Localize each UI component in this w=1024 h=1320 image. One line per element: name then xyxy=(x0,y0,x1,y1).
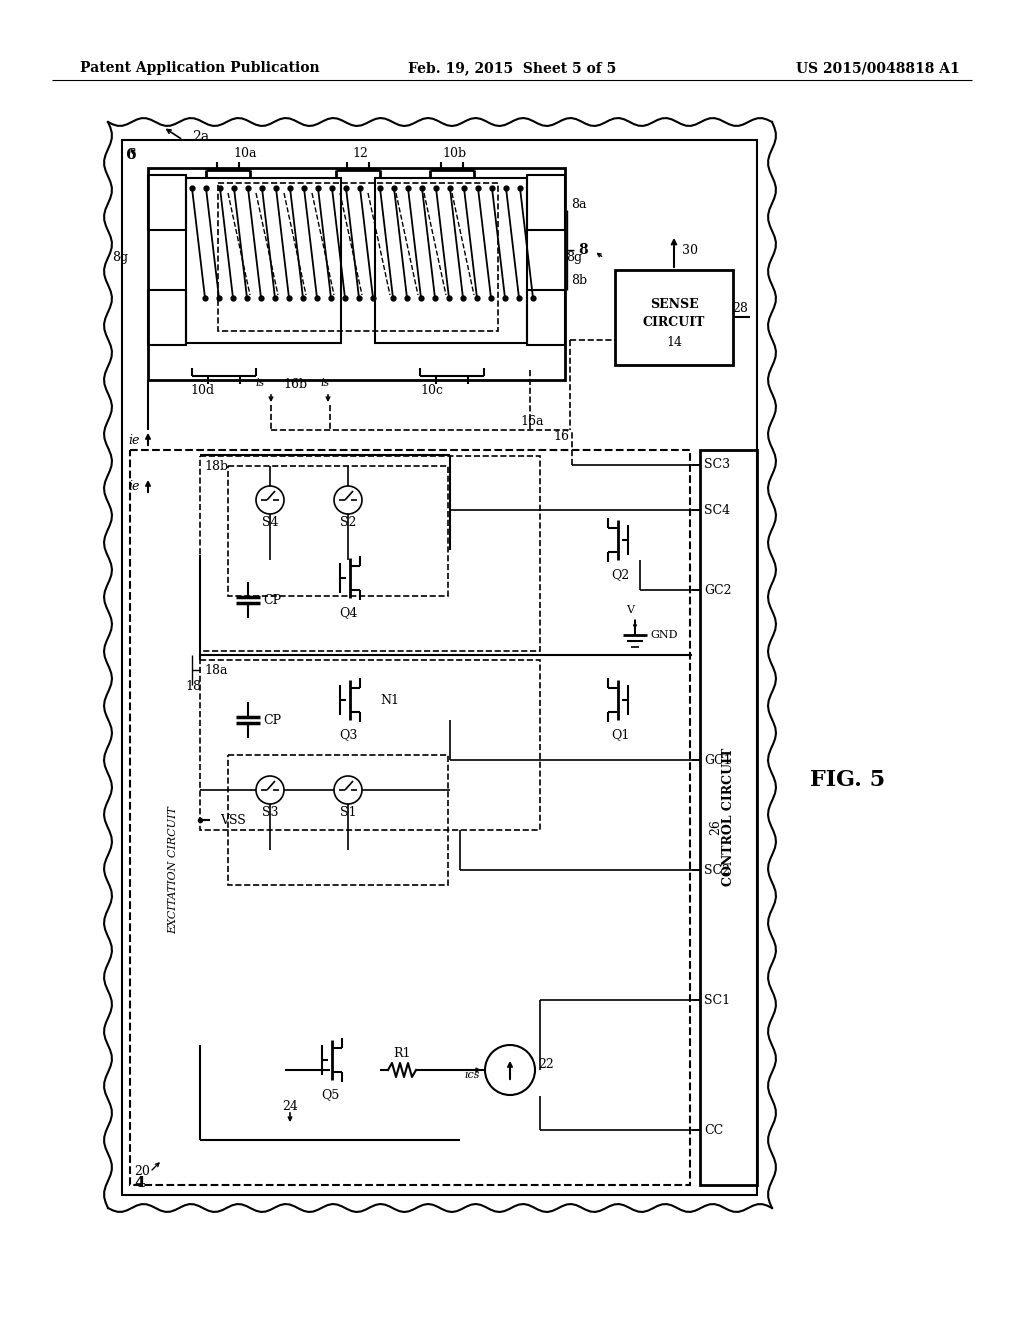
Text: R1: R1 xyxy=(393,1047,411,1060)
Text: 20: 20 xyxy=(134,1166,150,1177)
Text: 18b: 18b xyxy=(204,459,228,473)
Text: 26: 26 xyxy=(710,820,723,836)
Text: 28: 28 xyxy=(732,302,748,315)
Text: Q2: Q2 xyxy=(611,568,629,581)
Bar xyxy=(122,140,757,1195)
Text: 12: 12 xyxy=(352,147,368,160)
Text: CP: CP xyxy=(263,594,282,606)
Text: SC4: SC4 xyxy=(705,503,730,516)
Text: ie: ie xyxy=(129,433,140,446)
Text: CONTROL CIRCUIT: CONTROL CIRCUIT xyxy=(722,748,734,886)
Text: 22: 22 xyxy=(538,1059,554,1072)
Bar xyxy=(148,290,186,345)
Text: is: is xyxy=(319,378,330,388)
Text: S2: S2 xyxy=(340,516,356,529)
Bar xyxy=(148,168,565,380)
Text: 8: 8 xyxy=(578,243,588,257)
Text: S4: S4 xyxy=(262,516,279,529)
Text: SC2: SC2 xyxy=(705,863,730,876)
Text: SC1: SC1 xyxy=(705,994,730,1006)
Text: 10c: 10c xyxy=(420,384,443,397)
Text: 16a: 16a xyxy=(520,414,544,428)
Text: 30: 30 xyxy=(682,243,698,256)
Text: 4: 4 xyxy=(134,1176,144,1191)
Text: 2a: 2a xyxy=(193,129,209,144)
Text: 18a: 18a xyxy=(204,664,227,677)
Bar xyxy=(700,450,757,1185)
Bar xyxy=(218,183,498,331)
Text: ie: ie xyxy=(129,479,140,492)
Bar xyxy=(228,755,449,884)
Text: CP: CP xyxy=(263,714,282,726)
Text: Q4: Q4 xyxy=(339,606,357,619)
Text: Q3: Q3 xyxy=(339,729,357,741)
Text: S1: S1 xyxy=(340,807,356,818)
Text: 8b: 8b xyxy=(571,273,587,286)
Text: Patent Application Publication: Patent Application Publication xyxy=(80,61,319,75)
Bar xyxy=(200,455,540,651)
Text: Q5: Q5 xyxy=(321,1088,339,1101)
Text: 8g: 8g xyxy=(566,252,582,264)
Text: Q1: Q1 xyxy=(610,729,629,741)
Bar xyxy=(615,271,733,366)
Text: is: is xyxy=(255,378,264,388)
Text: SENSE: SENSE xyxy=(649,298,698,312)
Bar xyxy=(186,178,341,343)
Text: GC1: GC1 xyxy=(705,754,731,767)
Text: 6: 6 xyxy=(126,148,136,162)
Text: S3: S3 xyxy=(262,807,279,818)
Text: VSS: VSS xyxy=(220,813,246,826)
Bar xyxy=(130,450,690,1185)
Text: CIRCUIT: CIRCUIT xyxy=(643,315,706,329)
Bar xyxy=(148,176,186,230)
Text: GC2: GC2 xyxy=(705,583,731,597)
Text: FIG. 5: FIG. 5 xyxy=(810,770,885,791)
Text: 24: 24 xyxy=(282,1100,298,1113)
Text: 10b: 10b xyxy=(443,147,467,160)
Text: 14: 14 xyxy=(666,337,682,348)
Text: 8a: 8a xyxy=(571,198,587,211)
Bar xyxy=(228,466,449,597)
Text: N1: N1 xyxy=(380,693,399,706)
Bar xyxy=(527,290,565,345)
Text: 16: 16 xyxy=(553,430,569,444)
Bar xyxy=(375,178,527,343)
Text: 10a: 10a xyxy=(233,147,257,160)
Text: GND: GND xyxy=(650,630,678,640)
Text: V: V xyxy=(626,605,634,615)
Text: CC: CC xyxy=(705,1123,723,1137)
Text: US 2015/0048818 A1: US 2015/0048818 A1 xyxy=(797,61,961,75)
Text: 10d: 10d xyxy=(190,384,214,397)
Bar xyxy=(200,660,540,830)
Bar xyxy=(527,176,565,230)
Text: EXCITATION CIRCUIT: EXCITATION CIRCUIT xyxy=(168,807,178,933)
Text: 18: 18 xyxy=(185,680,201,693)
Text: ics: ics xyxy=(465,1071,480,1080)
Text: 8g: 8g xyxy=(112,252,128,264)
Text: Feb. 19, 2015  Sheet 5 of 5: Feb. 19, 2015 Sheet 5 of 5 xyxy=(408,61,616,75)
Text: 16b: 16b xyxy=(283,378,307,391)
Text: SC3: SC3 xyxy=(705,458,730,471)
